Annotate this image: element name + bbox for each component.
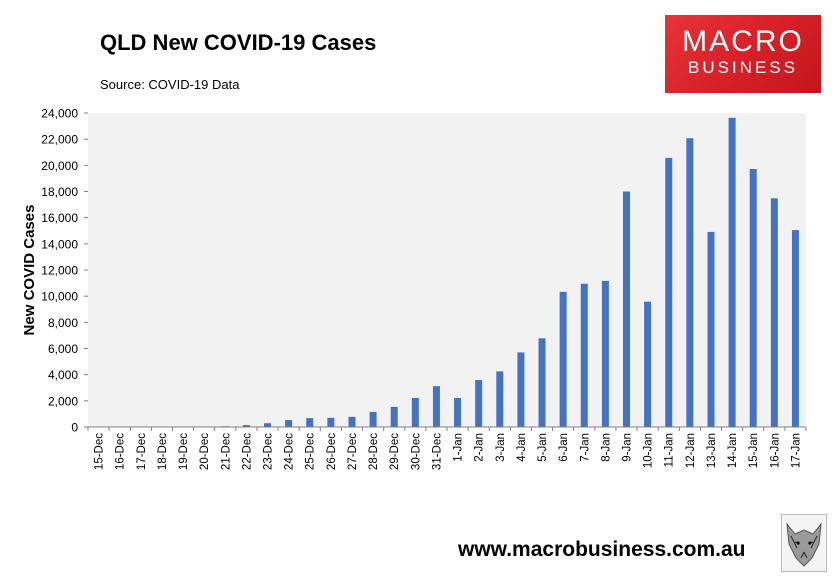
bar: [285, 420, 293, 427]
y-tick-label: 8,000: [48, 316, 78, 330]
bar: [623, 191, 630, 427]
chart-source: Source: COVID-19 Data: [100, 77, 240, 92]
x-tick-label: 29-Dec: [389, 433, 401, 470]
x-tick-label: 16-Dec: [115, 433, 127, 470]
bar: [454, 397, 462, 427]
wolf-logo-icon: [781, 514, 827, 572]
bars: [95, 117, 799, 428]
y-tick-label: 2,000: [48, 394, 78, 408]
bar: [728, 117, 736, 428]
x-tick-label: 16-Jan: [769, 433, 781, 468]
x-tick-label: 8-Jan: [600, 433, 612, 462]
x-tick-label: 15-Dec: [94, 433, 106, 470]
bar: [749, 168, 757, 427]
x-tick-label: 27-Dec: [347, 433, 359, 470]
y-axis-ticks: 0 2,000 4,000 6,000 8,000 10,000 12,000 14,000 1…: [41, 107, 88, 435]
x-tick-label: 15-Jan: [748, 433, 760, 468]
x-tick-label: 11-Jan: [664, 433, 676, 467]
bar: [791, 230, 799, 427]
x-tick-label: 14-Jan: [727, 433, 739, 468]
y-tick-label: 22,000: [41, 133, 78, 147]
bar: [390, 406, 398, 427]
x-tick-label: 20-Dec: [199, 433, 211, 470]
x-tick-label: 25-Dec: [305, 433, 317, 470]
x-tick-label: 28-Dec: [368, 433, 380, 470]
bar: [559, 291, 567, 427]
x-tick-label: 17-Jan: [790, 433, 802, 468]
x-tick-label: 4-Jan: [516, 433, 528, 462]
x-tick-label: 19-Dec: [178, 433, 190, 470]
x-tick-label: 17-Dec: [136, 433, 148, 470]
bar: [686, 138, 694, 427]
x-tick-label: 13-Jan: [706, 433, 718, 468]
x-tick-label: 10-Jan: [643, 433, 655, 468]
bar: [707, 231, 715, 427]
x-tick-label: 1-Jan: [453, 433, 465, 462]
x-tick-label: 2-Jan: [474, 433, 486, 462]
x-tick-label: 24-Dec: [284, 433, 296, 470]
bar: [432, 386, 440, 427]
x-tick-label: 9-Jan: [622, 433, 634, 462]
bar: [306, 418, 314, 427]
bar: [496, 371, 504, 427]
x-tick-label: 6-Jan: [558, 433, 570, 462]
bar: [411, 397, 419, 427]
bar: [348, 416, 356, 427]
x-tick-label: 7-Jan: [579, 433, 591, 462]
y-tick-label: 14,000: [41, 237, 78, 251]
plot-area: [88, 113, 806, 427]
y-tick-label: 0: [71, 421, 78, 435]
x-tick-label: 30-Dec: [410, 433, 422, 470]
macrobusiness-logo: MACRO BUSINESS: [665, 15, 821, 93]
bar: [369, 411, 377, 427]
bar: [601, 280, 609, 427]
bar: [327, 417, 335, 427]
y-tick-label: 16,000: [41, 211, 78, 225]
x-tick-label: 26-Dec: [326, 433, 338, 470]
logo-line-1: MACRO: [682, 25, 804, 58]
bar: [242, 425, 250, 427]
x-tick-label: 21-Dec: [220, 433, 232, 470]
y-tick-label: 20,000: [41, 159, 78, 173]
x-axis-ticks: 15-Dec 16-Dec 17-Dec 18-Dec 19-Dec 20-Dec 21-D…: [87, 427, 807, 470]
bar: [644, 301, 652, 427]
x-tick-label: 12-Jan: [685, 433, 697, 468]
x-tick-label: 5-Jan: [537, 433, 549, 462]
y-tick-label: 6,000: [48, 342, 78, 356]
bar: [517, 352, 525, 427]
website-url: www.macrobusiness.com.au: [458, 538, 746, 561]
y-tick-label: 4,000: [48, 368, 78, 382]
bar: [264, 423, 271, 427]
logo-line-2: BUSINESS: [688, 58, 798, 77]
y-axis-label: New COVID Cases: [21, 205, 38, 336]
x-tick-label: 23-Dec: [263, 433, 275, 470]
bar: [538, 338, 546, 427]
chart-title: QLD New COVID-19 Cases: [100, 30, 377, 55]
y-tick-label: 10,000: [41, 290, 78, 304]
y-tick-label: 24,000: [41, 107, 78, 121]
x-tick-label: 22-Dec: [241, 433, 253, 470]
x-tick-label: 18-Dec: [157, 433, 169, 470]
bar: [475, 380, 483, 427]
x-tick-label: 31-Dec: [431, 433, 443, 470]
y-tick-label: 12,000: [41, 264, 78, 278]
bar: [770, 198, 778, 427]
x-tick-label: 3-Jan: [495, 433, 507, 462]
bar: [665, 157, 673, 427]
bar: [580, 283, 588, 427]
y-tick-label: 18,000: [41, 185, 78, 199]
